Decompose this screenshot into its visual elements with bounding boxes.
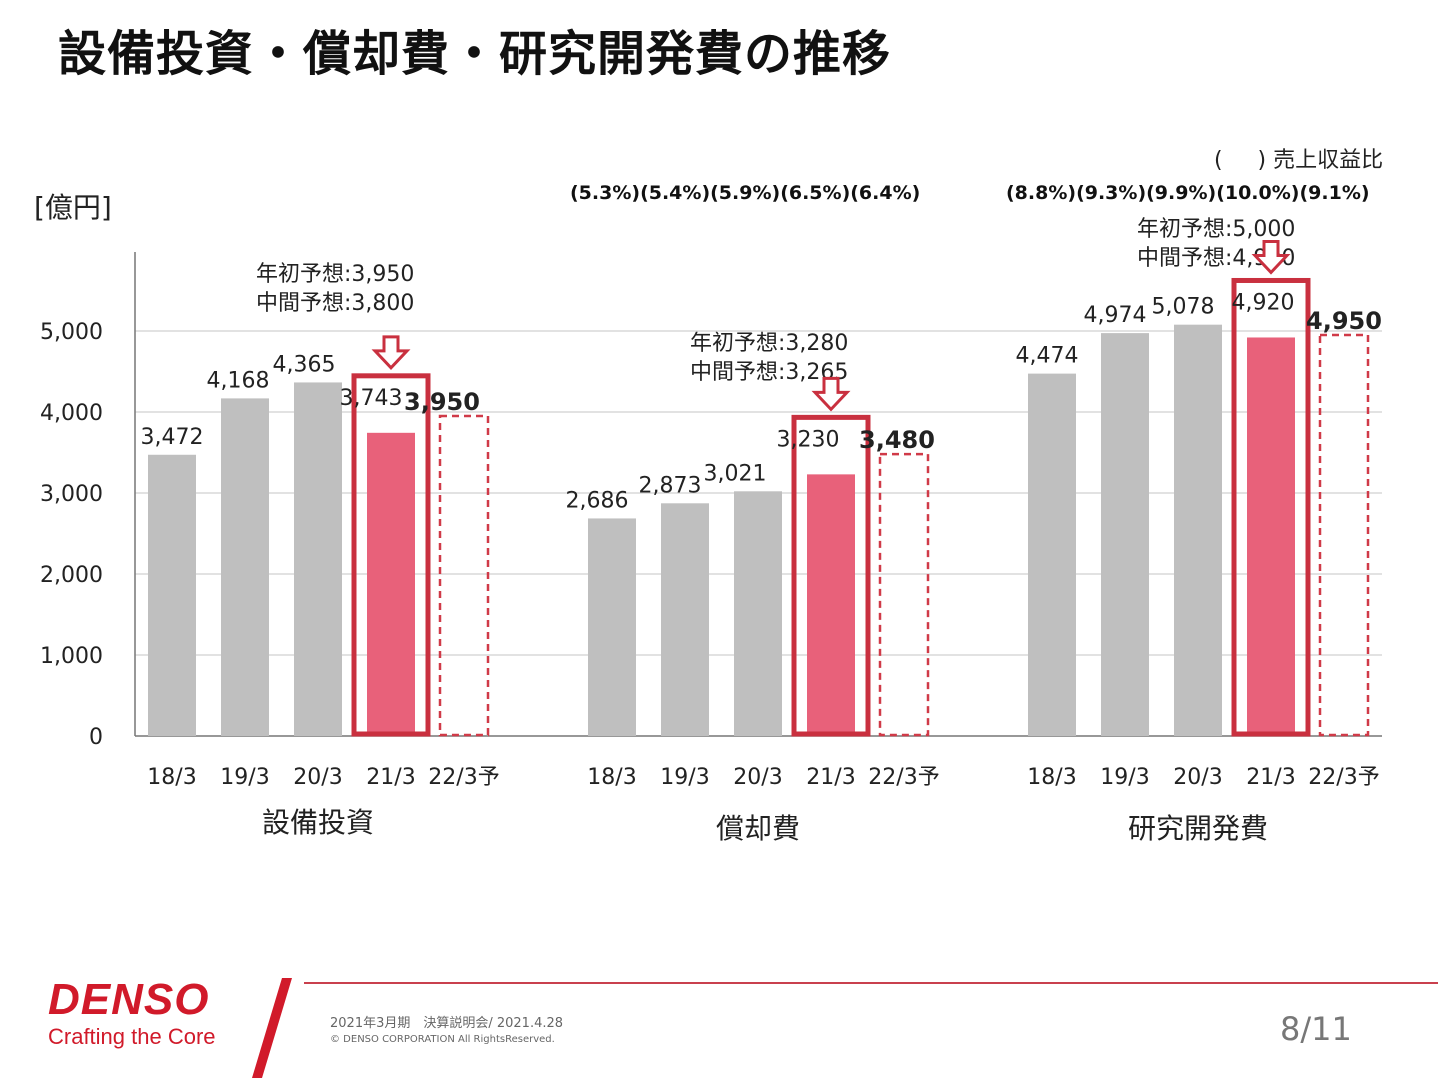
- bar-forecast: [878, 452, 930, 737]
- bar-actual: [221, 398, 269, 736]
- x-tick-label: 19/3: [220, 765, 269, 790]
- data-label: 3,230: [777, 427, 840, 452]
- data-label: 2,686: [566, 488, 629, 513]
- group-label: 研究開発費: [1128, 812, 1268, 845]
- y-tick-label: 2,000: [40, 563, 103, 588]
- ratio-legend-note: ( ) 売上収益比: [1214, 148, 1384, 173]
- logo-slash-icon: [252, 978, 292, 1078]
- x-tick-label: 20/3: [293, 765, 342, 790]
- ratio-label: (9.9%): [1146, 182, 1217, 204]
- highlight-frame: [1231, 277, 1311, 737]
- x-tick-label: 21/3: [1246, 765, 1295, 790]
- page-title: 設備投資・償却費・研究開発費の推移: [58, 26, 892, 82]
- highlight-frame: [351, 373, 431, 737]
- forecast-note-interim: 中間予想:3,265: [690, 360, 849, 385]
- bar-forecast: [1318, 333, 1370, 737]
- x-tick-label: 20/3: [1173, 765, 1222, 790]
- ratio-label: (9.1%): [1299, 182, 1370, 204]
- forecast-note-initial: 年初予想:3,950: [256, 262, 415, 287]
- y-tick-label: 4,000: [40, 401, 103, 426]
- group-label: 設備投資: [262, 806, 374, 839]
- forecast-note-initial: 年初予想:5,000: [1137, 217, 1296, 242]
- x-tick-label: 21/3: [806, 765, 855, 790]
- x-tick-label: 18/3: [147, 765, 196, 790]
- group-label: 償却費: [716, 812, 800, 845]
- data-label: 5,078: [1152, 295, 1215, 320]
- highlight-frame: [791, 414, 871, 737]
- x-tick-label: 22/3予: [868, 765, 939, 790]
- ratio-label: (8.8%): [1006, 182, 1077, 204]
- forecast-note-interim: 中間予想:3,800: [256, 291, 415, 316]
- denso-logo: DENSO Crafting the Core: [48, 976, 216, 1050]
- ratio-label: (5.4%): [640, 182, 711, 204]
- y-tick-label: 0: [89, 725, 103, 750]
- data-label: 4,974: [1084, 303, 1147, 328]
- unit-label: [億円]: [34, 191, 112, 224]
- ratio-label: (5.3%): [570, 182, 641, 204]
- page-number: 8/11: [1280, 1010, 1352, 1048]
- forecast-note-capex: 年初予想:3,950 中間予想:3,800: [256, 260, 414, 318]
- data-label: 3,021: [704, 461, 767, 486]
- ratio-row-depreciation: (5.3%)(5.4%)(5.9%)(6.5%)(6.4%): [570, 182, 920, 204]
- data-label: 3,950: [404, 388, 480, 416]
- x-tick-label: 19/3: [1100, 765, 1149, 790]
- bar-actual: [1028, 373, 1076, 736]
- bar-current: [367, 432, 415, 736]
- y-tick-label: 1,000: [40, 644, 103, 669]
- x-tick-label: 19/3: [660, 765, 709, 790]
- ratio-label: (5.9%): [710, 182, 781, 204]
- bar-actual: [588, 518, 636, 736]
- x-tick-label: 20/3: [733, 765, 782, 790]
- x-tick-label: 18/3: [1027, 765, 1076, 790]
- data-label: 3,480: [859, 426, 935, 454]
- data-label: 4,365: [273, 352, 336, 377]
- data-label: 3,472: [141, 425, 204, 450]
- forecast-note-depreciation: 年初予想:3,280 中間予想:3,265: [690, 329, 848, 387]
- down-arrow-icon: [1251, 239, 1291, 275]
- footer-copyright: © DENSO CORPORATION All RightsReserved.: [330, 1034, 555, 1045]
- ratio-label: (6.4%): [850, 182, 921, 204]
- footer-divider: [304, 982, 1438, 984]
- down-arrow-icon: [371, 335, 411, 371]
- x-tick-label: 18/3: [587, 765, 636, 790]
- x-tick-label: 22/3予: [428, 765, 499, 790]
- footer-event: 2021年3月期 決算説明会/ 2021.4.28: [330, 1016, 564, 1031]
- logo-tagline: Crafting the Core: [48, 1024, 216, 1049]
- data-label: 3,743: [340, 386, 403, 411]
- data-label: 4,950: [1306, 307, 1382, 335]
- x-tick-label: 21/3: [366, 765, 415, 790]
- forecast-note-rnd: 年初予想:5,000 中間予想:4,900: [1137, 215, 1295, 273]
- bar-forecast: [438, 414, 490, 737]
- data-label: 2,873: [639, 473, 702, 498]
- data-label: 4,474: [1016, 344, 1079, 369]
- ratio-label: (6.5%): [780, 182, 851, 204]
- bar-current: [807, 474, 855, 736]
- bar-actual: [294, 382, 342, 736]
- bar-actual: [1174, 324, 1222, 736]
- bar-actual: [734, 491, 782, 736]
- bar-actual: [1101, 333, 1149, 736]
- bar-chart: 0 1,000 2,000 3,000 4,000 5,000 3,472 18/3 4,168…: [40, 239, 1382, 845]
- ratio-label: (10.0%): [1216, 182, 1300, 204]
- bar-actual: [661, 503, 709, 736]
- x-tick-label: 22/3予: [1308, 765, 1379, 790]
- forecast-note-initial: 年初予想:3,280: [690, 331, 849, 356]
- y-tick-label: 5,000: [40, 320, 103, 345]
- data-label: 4,168: [207, 368, 270, 393]
- y-tick-label: 3,000: [40, 482, 103, 507]
- down-arrow-icon: [811, 376, 851, 412]
- bar-current: [1247, 337, 1295, 736]
- ratio-label: (9.3%): [1076, 182, 1147, 204]
- ratio-row-rnd: (8.8%)(9.3%)(9.9%)(10.0%)(9.1%): [1006, 182, 1370, 204]
- bar-actual: [148, 454, 196, 736]
- logo-wordmark: DENSO: [48, 975, 210, 1024]
- data-label: 4,920: [1232, 290, 1295, 315]
